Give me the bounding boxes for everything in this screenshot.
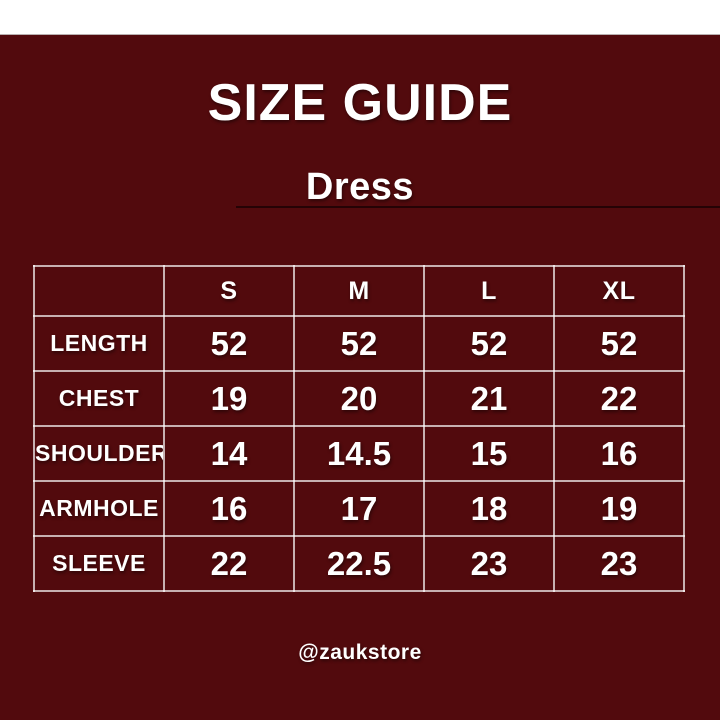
row-label-length: LENGTH — [33, 315, 165, 372]
cell-length-xl: 52 — [553, 315, 685, 372]
cell-chest-xl: 22 — [553, 370, 685, 427]
size-table: S M L XL LENGTH 52 52 52 52 CHEST 19 20 — [33, 265, 685, 592]
table-row-length: LENGTH 52 52 52 52 — [33, 315, 685, 372]
maroon-panel: SIZE GUIDE Dress S M L XL LENGTH — [0, 35, 720, 720]
page-title: SIZE GUIDE — [207, 74, 513, 132]
subtitle-underline — [236, 206, 720, 208]
store-handle: @zaukstore — [298, 641, 422, 664]
cell-chest-l: 21 — [423, 370, 555, 427]
cell-length-l: 52 — [423, 315, 555, 372]
cell-chest-s: 19 — [163, 370, 295, 427]
cell-armhole-s: 16 — [163, 480, 295, 537]
table-row-shoulder: SHOULDER 14 14.5 15 16 — [33, 425, 685, 482]
cell-sleeve-s: 22 — [163, 535, 295, 592]
column-header-s: S — [163, 265, 295, 317]
cell-sleeve-xl: 23 — [553, 535, 685, 592]
cell-shoulder-l: 15 — [423, 425, 555, 482]
cell-sleeve-m: 22.5 — [293, 535, 425, 592]
cell-chest-m: 20 — [293, 370, 425, 427]
cell-armhole-l: 18 — [423, 480, 555, 537]
table-row-armhole: ARMHOLE 16 17 18 19 — [33, 480, 685, 537]
cell-shoulder-m: 14.5 — [293, 425, 425, 482]
cell-sleeve-l: 23 — [423, 535, 555, 592]
table-header-row: S M L XL — [33, 265, 685, 317]
row-label-sleeve: SLEEVE — [33, 535, 165, 592]
cell-armhole-m: 17 — [293, 480, 425, 537]
cell-shoulder-s: 14 — [163, 425, 295, 482]
cell-shoulder-xl: 16 — [553, 425, 685, 482]
cell-length-m: 52 — [293, 315, 425, 372]
row-label-armhole: ARMHOLE — [33, 480, 165, 537]
row-label-shoulder: SHOULDER — [33, 425, 165, 482]
row-label-chest: CHEST — [33, 370, 165, 427]
cell-armhole-xl: 19 — [553, 480, 685, 537]
table-row-chest: CHEST 19 20 21 22 — [33, 370, 685, 427]
corner-cell — [33, 265, 165, 317]
column-header-xl: XL — [553, 265, 685, 317]
column-header-m: M — [293, 265, 425, 317]
table-row-sleeve: SLEEVE 22 22.5 23 23 — [33, 535, 685, 592]
top-margin — [0, 0, 720, 35]
cell-length-s: 52 — [163, 315, 295, 372]
product-subtitle: Dress — [305, 166, 415, 208]
column-header-l: L — [423, 265, 555, 317]
